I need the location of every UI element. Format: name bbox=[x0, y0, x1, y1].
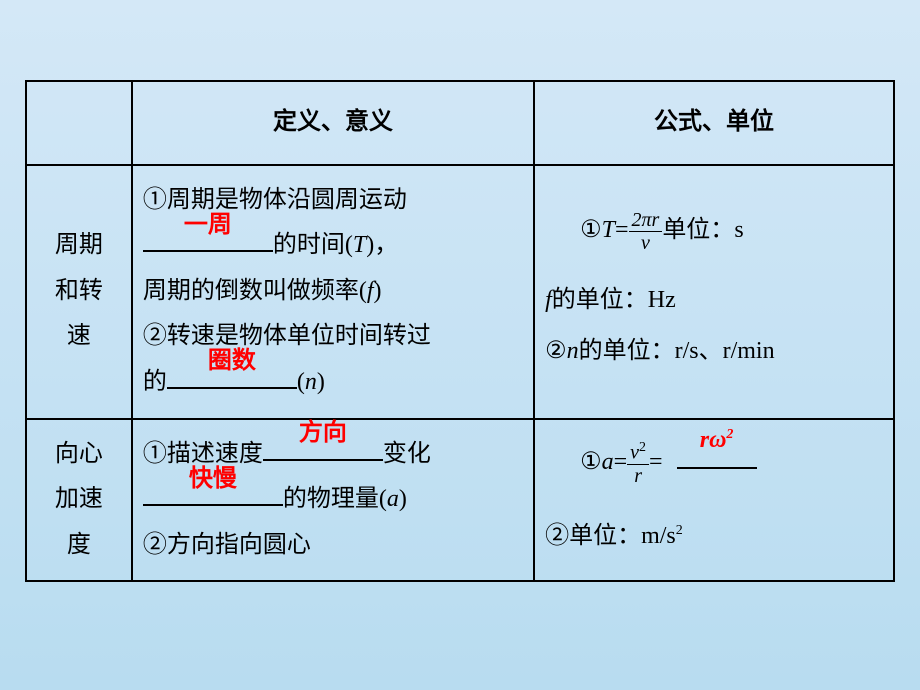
formula-f-unit: 的单位：Hz bbox=[552, 287, 676, 313]
period-def-line2: 一周 的时间(T)， bbox=[143, 223, 523, 269]
period-var-n: n bbox=[305, 369, 317, 395]
formula-n-var: n bbox=[567, 338, 579, 364]
frac-num-v: v bbox=[630, 442, 639, 464]
formula-eq-a: = bbox=[614, 449, 628, 475]
formula-n-prefix: ② bbox=[545, 338, 567, 364]
period-formula-3: ②n的单位：r/s、r/min bbox=[545, 329, 883, 375]
accel-f-prefix: ① bbox=[580, 449, 602, 475]
accel-text-4: ) bbox=[399, 486, 407, 512]
frac-num-2: v2 bbox=[627, 441, 649, 465]
accel-blank-1: 方向 bbox=[263, 459, 383, 461]
period-var-T: T bbox=[353, 232, 366, 258]
accel-label-3: 度 bbox=[67, 532, 91, 558]
formula-n-unit: 的单位：r/s、r/min bbox=[579, 338, 775, 364]
formula-unit-s: s bbox=[734, 217, 743, 243]
accel-def-line2: 快慢 的物理量(a) bbox=[143, 477, 523, 523]
frac-num-sup: 2 bbox=[639, 440, 646, 455]
frac-num-1: 2πr bbox=[629, 210, 663, 232]
period-def-line5: 的 圈数 (n) bbox=[143, 360, 523, 406]
formula-unit-label: 单位： bbox=[662, 217, 734, 243]
frac-den-2: r bbox=[627, 465, 649, 486]
period-label: 周期 和转 速 bbox=[26, 165, 132, 419]
rw-base: rω bbox=[700, 427, 727, 453]
frac-den-1: v bbox=[629, 232, 663, 253]
accel-text-3: 的物理量( bbox=[283, 486, 387, 512]
period-formula-1: ①T= 2πr v 单位：s bbox=[545, 208, 883, 254]
period-text-6: ( bbox=[297, 369, 305, 395]
accel-formula: ①a= v2 r = rω2 ②单位：m/s2 bbox=[534, 419, 894, 582]
period-def-line4: ②转速是物体单位时间转过 bbox=[143, 314, 523, 360]
accel-def-line3: ②方向指向圆心 bbox=[143, 523, 523, 569]
accel-formula-blank: rω2 bbox=[677, 467, 757, 469]
formula-fraction-1: 2πr v bbox=[629, 210, 663, 253]
period-def-line3: 周期的倒数叫做频率(f) bbox=[143, 269, 523, 315]
accel-blank-2: 快慢 bbox=[143, 504, 283, 506]
accel-unit-sup: 2 bbox=[676, 523, 683, 538]
period-text-1: ①周期是物体沿圆周运动 bbox=[143, 187, 407, 213]
period-text-4: ②转速是物体单位时间转过 bbox=[143, 323, 431, 349]
physics-table: 定义、意义 公式、单位 周期 和转 速 ①周期是物体沿圆周运动 一周 的时间(T… bbox=[25, 80, 895, 582]
accel-unit-text: ②单位：m/s bbox=[545, 523, 676, 549]
period-blank-1: 一周 bbox=[143, 250, 273, 252]
period-text-2: 的时间( bbox=[273, 232, 353, 258]
period-text-7: ) bbox=[317, 369, 325, 395]
period-answer-1: 一周 bbox=[184, 203, 232, 249]
period-answer-2: 圈数 bbox=[208, 339, 256, 385]
formula-eq: = bbox=[615, 217, 629, 243]
period-f-prefix: ① bbox=[580, 217, 602, 243]
accel-label-2: 加速 bbox=[55, 486, 103, 512]
period-definition: ①周期是物体沿圆周运动 一周 的时间(T)， 周期的倒数叫做频率(f) ②转速是… bbox=[132, 165, 534, 419]
period-label-3: 速 bbox=[67, 323, 91, 349]
header-row: 定义、意义 公式、单位 bbox=[26, 81, 894, 165]
formula-fraction-2: v2 r bbox=[627, 441, 649, 486]
period-label-1: 周期 bbox=[55, 232, 103, 258]
period-text-3: )， bbox=[366, 232, 398, 258]
accel-label-1: 向心 bbox=[55, 441, 103, 467]
accel-formula-1: ①a= v2 r = rω2 bbox=[545, 440, 883, 486]
accel-text-5: ②方向指向圆心 bbox=[143, 532, 311, 558]
period-formula: ①T= 2πr v 单位：s f的单位：Hz ②n的单位：r/s、r/min bbox=[534, 165, 894, 419]
accel-answer-1: 方向 bbox=[299, 411, 347, 457]
formula-f-var: f bbox=[545, 287, 552, 313]
formula-eq2: = bbox=[649, 449, 663, 475]
period-formula-2: f的单位：Hz bbox=[545, 278, 883, 324]
accel-var-a: a bbox=[387, 486, 399, 512]
accel-formula-2: ②单位：m/s2 bbox=[545, 514, 883, 560]
period-var-f: f bbox=[367, 278, 374, 304]
acceleration-row: 向心 加速 度 ①描述速度 方向 变化 快慢 的物理量(a) ②方向指向圆心 ①… bbox=[26, 419, 894, 582]
header-formula: 公式、单位 bbox=[534, 81, 894, 165]
period-blank-2: 圈数 bbox=[167, 387, 297, 389]
header-definition: 定义、意义 bbox=[132, 81, 534, 165]
formula-T-var: T bbox=[602, 217, 615, 243]
period-row: 周期 和转 速 ①周期是物体沿圆周运动 一周 的时间(T)， 周期的倒数叫做频率… bbox=[26, 165, 894, 419]
formula-a-var: a bbox=[602, 449, 614, 475]
accel-formula-answer: rω2 bbox=[700, 418, 734, 464]
rw-sup: 2 bbox=[726, 427, 733, 442]
accel-answer-2: 快慢 bbox=[189, 457, 237, 503]
accel-text-2: 变化 bbox=[383, 441, 431, 467]
period-label-2: 和转 bbox=[55, 278, 103, 304]
accel-label: 向心 加速 度 bbox=[26, 419, 132, 582]
period-text-freq-a: 周期的倒数叫做频率( bbox=[143, 278, 367, 304]
accel-definition: ①描述速度 方向 变化 快慢 的物理量(a) ②方向指向圆心 bbox=[132, 419, 534, 582]
header-empty bbox=[26, 81, 132, 165]
period-text-5: 的 bbox=[143, 369, 167, 395]
period-text-freq-b: ) bbox=[374, 278, 382, 304]
